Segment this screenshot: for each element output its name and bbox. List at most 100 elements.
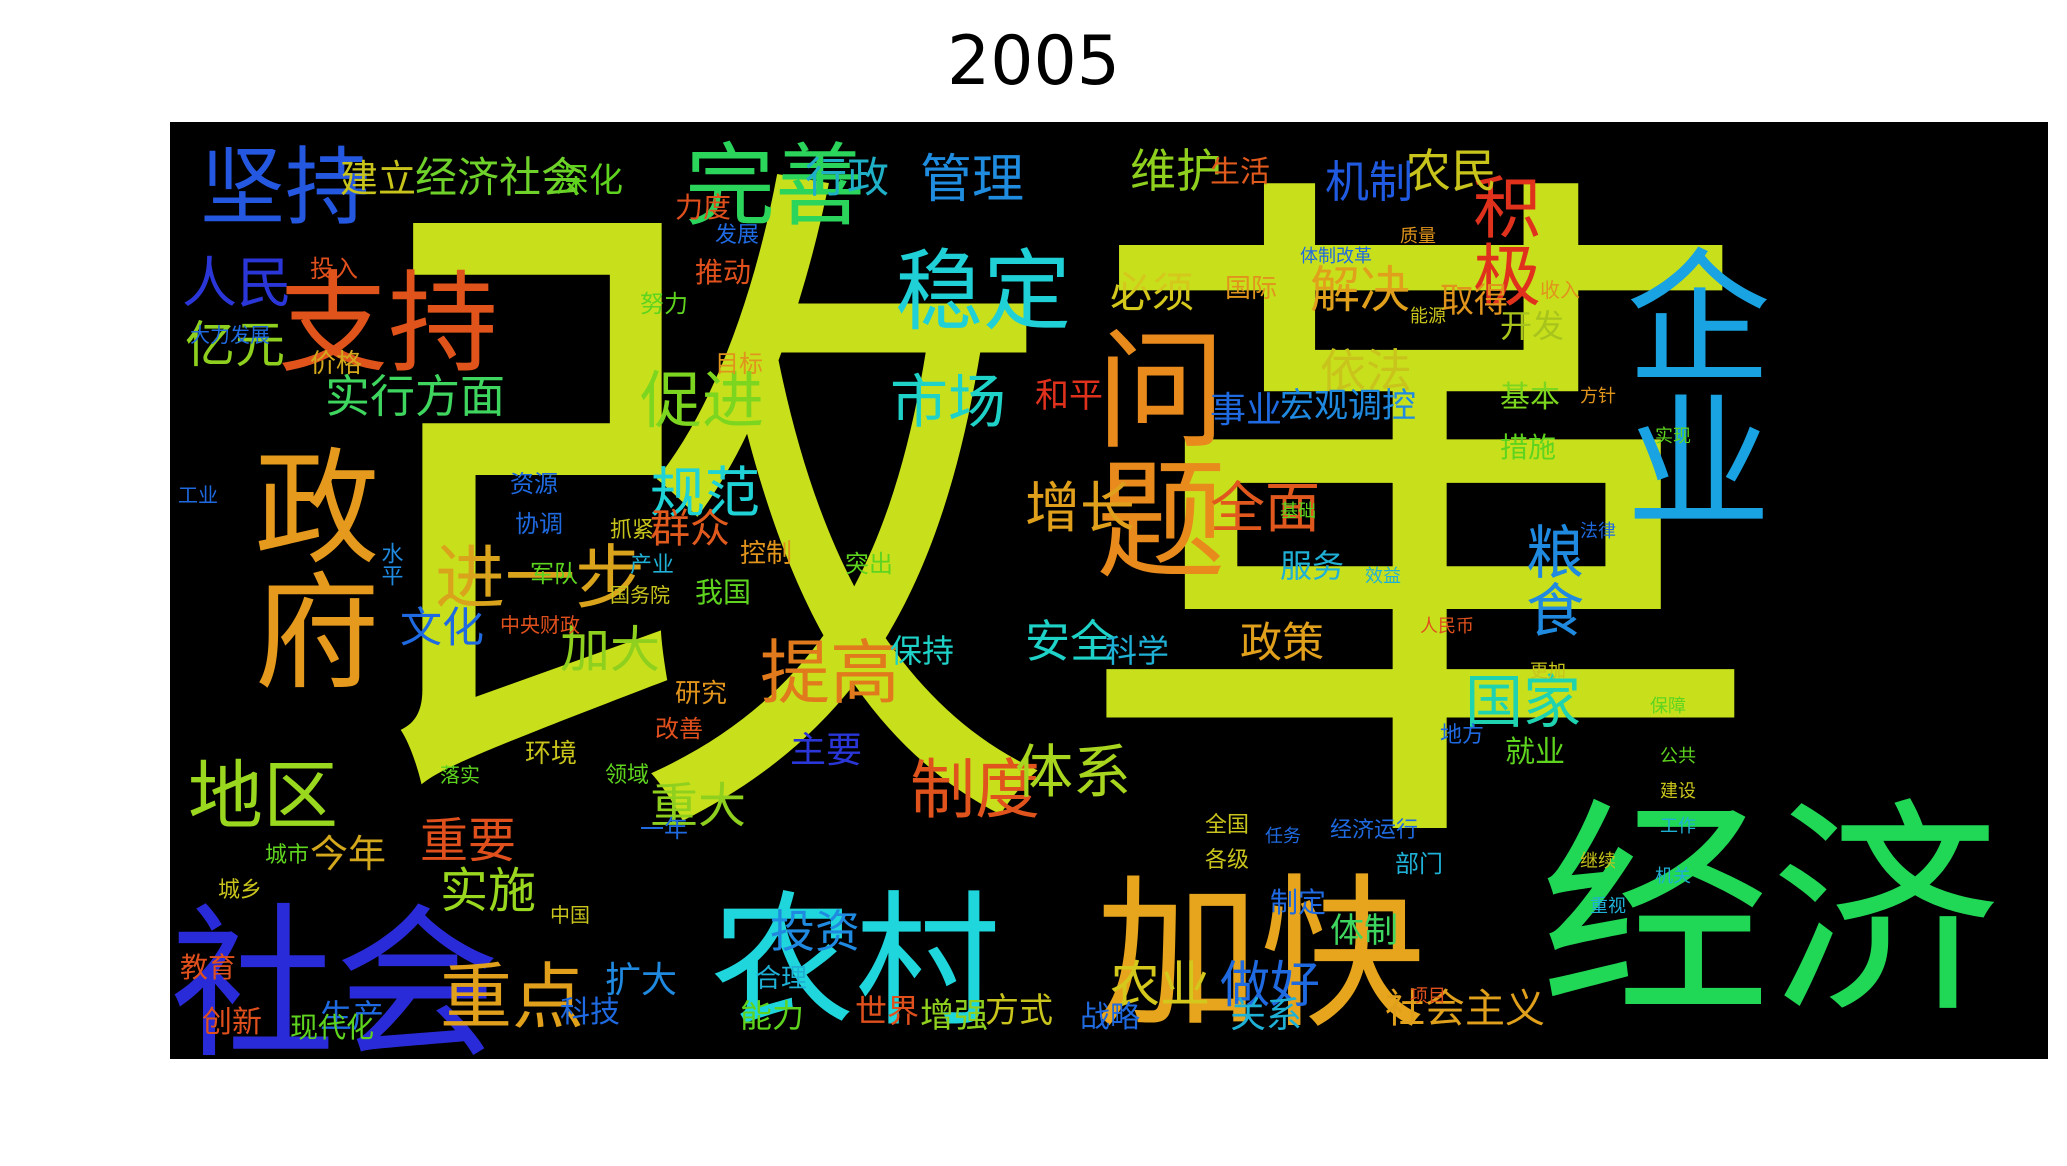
word-41: 开发 — [1500, 307, 1564, 345]
word-12: 稳定 — [895, 240, 1071, 343]
word-37: 解决 — [1310, 261, 1410, 319]
word-7: 问题 — [1074, 322, 1226, 582]
word-33: 维护 — [1130, 144, 1222, 198]
word-15: 提高 — [760, 632, 900, 714]
word-0: 改 — [360, 122, 1060, 928]
word-93: 一年 — [640, 815, 688, 843]
word-5: 社会 — [170, 889, 500, 1059]
word-62: 基本 — [1500, 380, 1560, 415]
word-44: 安全 — [1025, 615, 1115, 668]
word-114: 发展 — [715, 223, 759, 248]
word-86: 目标 — [715, 350, 763, 378]
word-80: 力度 — [675, 191, 731, 224]
word-54: 做好 — [1220, 956, 1320, 1014]
word-36: 生活 — [1210, 155, 1270, 190]
word-24: 体系 — [1015, 738, 1131, 806]
word-77: 创新 — [202, 1005, 262, 1040]
word-76: 生产 — [320, 997, 384, 1035]
word-118: 任务 — [1265, 826, 1301, 847]
word-104: 抓紧 — [610, 518, 654, 543]
word-22: 市场 — [890, 368, 1006, 436]
word-78: 现代化 — [290, 1011, 374, 1044]
word-30: 经济社会 — [415, 153, 583, 202]
word-32: 建立 — [340, 157, 416, 201]
word-48: 文化 — [400, 603, 484, 652]
word-99: 制定 — [1270, 886, 1326, 919]
word-2: 经济 — [1540, 780, 2000, 1047]
word-43: 全面 — [1210, 476, 1320, 540]
word-3: 加快 — [1095, 859, 1425, 1051]
word-55: 社会主义 — [1385, 986, 1545, 1032]
word-90: 研究 — [675, 679, 727, 709]
word-88: 控制 — [740, 539, 792, 569]
word-117: 项目 — [1410, 986, 1446, 1007]
word-124: 保障 — [1650, 696, 1686, 717]
chart-title: 2005 — [946, 22, 1121, 101]
word-107: 城市 — [265, 843, 309, 868]
word-9: 支持 — [278, 260, 498, 388]
word-16: 制度 — [910, 753, 1040, 828]
word-18: 积极 — [1461, 172, 1540, 308]
word-53: 农业 — [1110, 956, 1210, 1014]
word-17: 重点 — [440, 955, 584, 1039]
word-83: 价格 — [310, 349, 362, 379]
word-94: 合理 — [755, 964, 807, 994]
word-113: 经济运行 — [1330, 818, 1418, 843]
word-69: 能力 — [740, 997, 804, 1035]
word-19: 粮食 — [1516, 522, 1584, 638]
word-112: 收入 — [1540, 278, 1580, 302]
word-102: 协调 — [515, 510, 563, 538]
word-13: 地区 — [188, 752, 338, 840]
word-82: 努力 — [640, 290, 688, 318]
word-cloud: 改革经济 加快 农村 社会 企业 问题 政府 支持 完善 坚持 稳定 地区 进一步 提高 制度 重点 积极 粮食国… — [170, 122, 2048, 1059]
word-111: 全国 — [1205, 813, 1249, 838]
word-105: 产业 — [630, 553, 674, 578]
word-98: 部门 — [1395, 850, 1443, 878]
word-39: 依法 — [1320, 344, 1412, 398]
word-31: 深化 — [555, 161, 623, 201]
word-72: 增强 — [920, 996, 988, 1036]
word-120: 建设 — [1660, 781, 1696, 802]
word-75: 体制 — [1330, 911, 1398, 951]
word-116: 落实 — [440, 763, 480, 787]
word-91: 改善 — [655, 715, 703, 743]
word-57: 今年 — [310, 832, 386, 876]
word-42: 增长 — [1025, 476, 1135, 540]
word-29: 行政 — [805, 153, 889, 202]
word-71: 世界 — [855, 992, 919, 1030]
word-115: 大力发展 — [190, 323, 270, 347]
word-122: 水平 — [378, 542, 404, 586]
word-101: 资源 — [510, 470, 558, 498]
word-47: 加大 — [560, 621, 660, 679]
word-109: 国务院 — [610, 583, 670, 607]
word-56: 群众 — [650, 506, 730, 552]
word-131: 体制改革 — [1300, 246, 1372, 267]
word-66: 保持 — [890, 632, 954, 670]
word-21: 促进 — [640, 364, 764, 437]
word-61: 和平 — [1035, 376, 1103, 416]
word-126: 机关 — [1655, 866, 1691, 887]
word-135: 能源 — [1410, 306, 1446, 327]
word-119: 公共 — [1660, 746, 1696, 767]
word-60: 宏观调控 — [1280, 386, 1416, 426]
word-34: 农民 — [1405, 144, 1497, 198]
word-125: 更加 — [1530, 661, 1566, 682]
word-110: 中央财政 — [500, 613, 580, 637]
word-123: 人民币 — [1420, 616, 1474, 637]
word-85: 国际 — [1225, 274, 1277, 304]
word-87: 我国 — [695, 576, 751, 609]
word-65: 服务 — [1280, 547, 1344, 585]
word-97: 各级 — [1205, 848, 1249, 873]
word-35: 机制 — [1325, 157, 1413, 208]
word-106: 城乡 — [218, 878, 262, 903]
word-63: 措施 — [1500, 431, 1556, 464]
word-14: 进一步 — [435, 537, 645, 619]
word-128: 实现 — [1655, 426, 1691, 447]
word-92: 环境 — [525, 739, 577, 769]
word-89: 突出 — [845, 550, 893, 578]
word-cloud-canvas: 改革经济加快农村社会企业问题政府支持完善坚持稳定地区进一步提高制度重点积极粮食国… — [170, 122, 2000, 1059]
word-46: 科学 — [1105, 632, 1169, 670]
word-50: 重要 — [420, 813, 516, 869]
word-52: 投资 — [770, 905, 860, 958]
word-10: 完善 — [685, 134, 865, 239]
